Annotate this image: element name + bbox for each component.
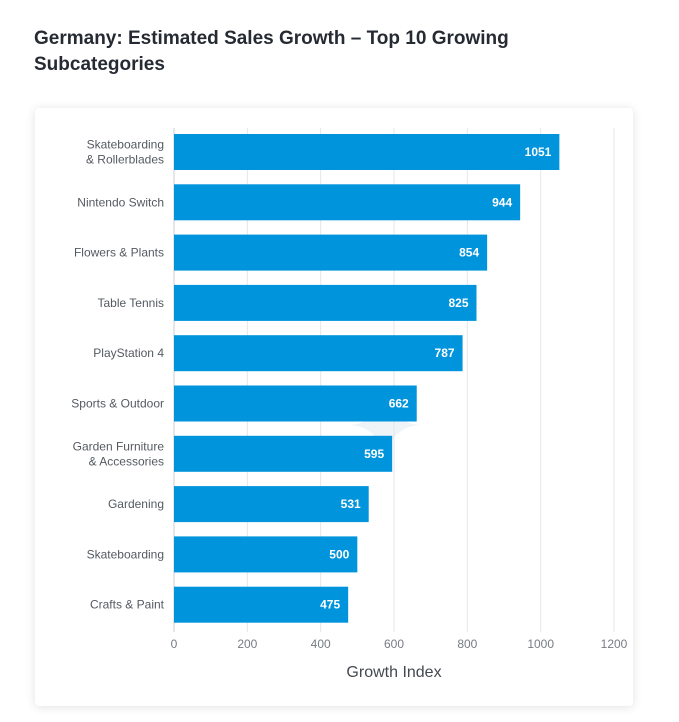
bars: 1051 944 854 825 787 662 595 531 500 475 xyxy=(174,134,560,623)
x-tick-label: 800 xyxy=(457,637,477,651)
category-label: Skateboarding xyxy=(87,547,164,561)
category-label: Table Tennis xyxy=(98,296,165,310)
category-label: Crafts & Paint xyxy=(90,598,165,612)
bar-value-label: 595 xyxy=(364,447,384,461)
x-tick-label: 1200 xyxy=(601,637,628,651)
x-tick-label: 600 xyxy=(384,637,404,651)
bar xyxy=(174,234,488,271)
bar-value-label: 825 xyxy=(448,296,468,310)
category-labels: Skateboarding & Rollerblades Nintendo Swit… xyxy=(71,138,164,612)
bar-value-label: 787 xyxy=(435,346,455,360)
bar-value-label: 475 xyxy=(320,598,340,612)
category-label: Sports & Outdoor xyxy=(71,397,164,411)
bar xyxy=(174,385,417,422)
category-label: Nintendo Switch xyxy=(77,195,164,209)
bar xyxy=(174,134,560,170)
bar xyxy=(174,536,358,573)
x-tick-label: 0 xyxy=(171,637,178,651)
bar xyxy=(174,486,369,523)
bar xyxy=(174,284,477,321)
bar-value-label: 854 xyxy=(459,246,479,260)
bar-value-label: 662 xyxy=(389,397,409,411)
x-tick-label: 200 xyxy=(237,637,257,651)
bar xyxy=(174,435,393,472)
x-axis-title: Growth Index xyxy=(346,664,441,681)
category-label: Garden Furniture & Accessories xyxy=(73,439,165,468)
x-tick-label: 1000 xyxy=(527,637,554,651)
bar xyxy=(174,335,463,372)
bar-value-label: 944 xyxy=(492,195,512,209)
category-label: Flowers & Plants xyxy=(74,246,164,260)
bar-value-label: 500 xyxy=(329,547,349,561)
chart-card: ✦ 1051 944 854 825 787 662 595 531 500 475 Skateb… xyxy=(35,108,633,706)
bar xyxy=(174,586,349,623)
x-axis-ticks: 0 200 400 600 800 1000 1200 xyxy=(171,637,628,651)
x-tick-label: 400 xyxy=(311,637,331,651)
bar-value-label: 1051 xyxy=(525,145,552,159)
category-label: PlayStation 4 xyxy=(93,346,164,360)
category-label: Skateboarding & Rollerblades xyxy=(86,138,164,167)
bar-value-label: 531 xyxy=(341,497,361,511)
bar xyxy=(174,184,521,221)
chart-title: Germany: Estimated Sales Growth – Top 10… xyxy=(34,28,509,75)
category-label: Gardening xyxy=(108,497,164,511)
